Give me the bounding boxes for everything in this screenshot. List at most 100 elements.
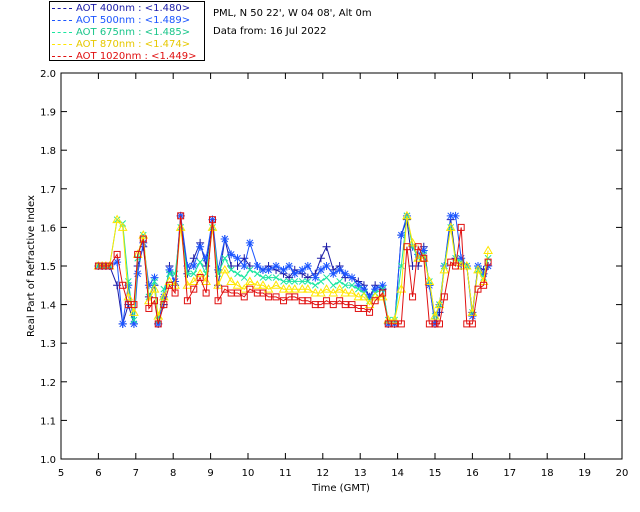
data-point: [298, 265, 307, 274]
x-tick-label: 13: [354, 468, 367, 479]
data-point: [457, 223, 465, 231]
data-point: [396, 284, 407, 293]
data-point: [183, 297, 191, 305]
data-point: [379, 289, 387, 297]
data-point: [311, 281, 319, 289]
data-point: [484, 262, 493, 270]
data-point: [446, 211, 455, 220]
data-point: [341, 301, 349, 309]
data-point: [234, 289, 242, 297]
data-point: [366, 308, 374, 316]
data-point: [145, 304, 153, 312]
data-point: [119, 281, 127, 289]
data-point: [484, 258, 492, 266]
data-point: [414, 262, 423, 270]
data-point: [323, 297, 331, 305]
data-point: [414, 243, 422, 251]
data-point: [202, 254, 211, 263]
site-location: PML, N 50 22', W 04 08', Alt 0m: [213, 8, 372, 19]
data-point: [190, 270, 198, 278]
data-point: [154, 320, 162, 328]
data-point: [227, 250, 236, 259]
data-point: [321, 284, 332, 293]
data-point: [112, 214, 122, 224]
data-point: [329, 301, 337, 309]
data-point: [214, 297, 222, 305]
data-point: [304, 278, 312, 285]
data-point: [94, 262, 102, 270]
data-point: [483, 245, 493, 255]
legend-entry: AOT 500nm : <1.489>: [52, 15, 190, 27]
data-point: [348, 281, 356, 289]
data-point: [130, 316, 138, 324]
data-point: [457, 254, 466, 263]
data-point: [297, 284, 308, 293]
x-tick-label: 12: [316, 468, 329, 479]
data-point: [304, 297, 312, 305]
data-point: [189, 262, 198, 270]
x-tick-label: 17: [503, 468, 516, 479]
data-point: [451, 211, 460, 220]
data-point: [232, 280, 243, 289]
x-tick-label: 9: [207, 468, 213, 479]
data-point: [113, 258, 122, 267]
data-point: [468, 320, 476, 328]
data-point: [290, 269, 299, 278]
data-point: [258, 265, 267, 274]
data-point: [413, 253, 424, 262]
data-point: [188, 276, 199, 285]
data-point: [285, 262, 294, 270]
data-point: [439, 264, 450, 274]
data-point: [165, 281, 173, 289]
y-tick-label: 1.5: [40, 262, 56, 273]
data-point: [359, 291, 369, 301]
data-point: [480, 281, 488, 289]
legend-entry: AOT 400nm : <1.480>: [52, 3, 190, 15]
data-point: [133, 269, 142, 278]
data-point: [298, 278, 306, 285]
data-point: [134, 250, 142, 258]
legend-label: AOT 1020nm : <1.449>: [76, 51, 197, 62]
data-point: [213, 280, 223, 289]
data-point: [253, 262, 262, 270]
data-point: [201, 276, 211, 285]
data-point: [303, 273, 312, 282]
data-point: [183, 262, 192, 270]
data-point: [165, 265, 174, 274]
x-tick-label: 11: [279, 468, 292, 479]
data-point: [430, 311, 440, 320]
data-point: [258, 280, 268, 289]
data-point: [221, 254, 229, 262]
data-point: [253, 270, 261, 278]
y-tick-label: 1.1: [40, 416, 56, 427]
data-point: [160, 301, 168, 309]
data-point: [239, 284, 250, 293]
y-tick-label: 1.0: [40, 455, 56, 466]
data-point: [334, 284, 345, 293]
data-point: [118, 319, 127, 328]
data-point: [272, 274, 280, 281]
data-point: [272, 293, 280, 301]
data-point: [474, 285, 482, 293]
data-point: [484, 254, 492, 262]
data-point: [280, 297, 288, 305]
data-point: [265, 293, 273, 301]
legend-swatch: [52, 43, 72, 45]
data-point: [447, 258, 455, 266]
legend-entry: AOT 870nm : <1.474>: [52, 39, 190, 51]
y-tick-label: 1.6: [40, 223, 56, 234]
data-point: [389, 315, 400, 324]
data-point: [347, 273, 356, 282]
data-point: [341, 281, 349, 289]
data-point: [220, 234, 229, 243]
data-point: [221, 285, 229, 293]
data-point: [259, 289, 267, 297]
x-tick-label: 19: [578, 468, 591, 479]
data-point: [175, 222, 186, 231]
data-point: [407, 237, 418, 247]
data-point: [365, 292, 374, 301]
data-point: [348, 301, 356, 309]
data-point: [364, 299, 375, 309]
x-tick-label: 16: [466, 468, 479, 479]
data-point: [278, 284, 289, 293]
